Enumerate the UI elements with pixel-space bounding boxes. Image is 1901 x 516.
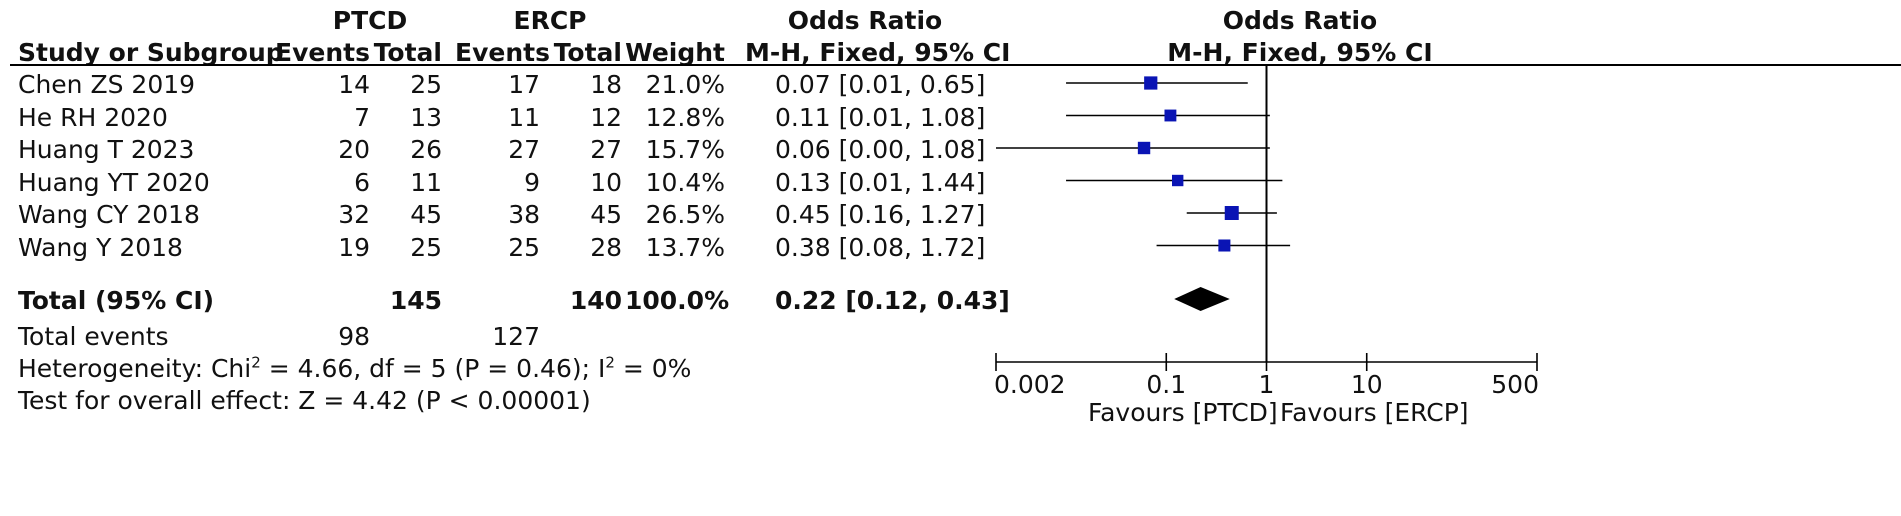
study-total1: 13 — [410, 102, 442, 132]
total2-value: 140 — [569, 286, 622, 315]
study-name: Huang YT 2020 — [18, 167, 210, 197]
header-rule — [10, 64, 1901, 66]
study-ci: 0.06 [0.00, 1.08] — [775, 135, 986, 164]
col-total1-header: Total — [373, 38, 442, 67]
favours-right-label: Favours [ERCP] — [1280, 398, 1469, 427]
study-name: Wang CY 2018 — [18, 200, 200, 229]
pooled-diamond — [1174, 287, 1230, 311]
study-weight: 10.4% — [645, 167, 725, 197]
plot-title: Odds Ratio — [1222, 6, 1378, 35]
col-total2-header: Total — [553, 38, 622, 67]
study-total2: 10 — [590, 167, 622, 197]
study-events2: 9 — [524, 167, 540, 197]
study-ci: 0.11 [0.01, 1.08] — [775, 102, 986, 132]
favours-left-label: Favours [PTCD] — [1088, 398, 1278, 427]
x-tick-label: 0.1 — [1146, 370, 1187, 399]
study-ci: 0.13 [0.01, 1.44] — [775, 167, 986, 197]
study-name: Wang Y 2018 — [18, 232, 183, 262]
group2-header: ERCP — [513, 6, 587, 35]
study-events2: 38 — [508, 200, 540, 229]
col-events2-header: Events — [455, 38, 550, 67]
study-events1: 14 — [338, 70, 370, 99]
study-events2: 11 — [508, 102, 540, 132]
study-weight: 26.5% — [645, 200, 725, 229]
study-marker — [1137, 141, 1151, 155]
x-tick-label: 1 — [1258, 370, 1275, 399]
study-total1: 25 — [410, 232, 442, 262]
total-label: Total (95% CI) — [18, 286, 215, 315]
study-marker — [1172, 174, 1184, 187]
study-total2: 27 — [590, 135, 622, 164]
study-total2: 28 — [590, 232, 622, 262]
study-weight: 12.8% — [645, 102, 725, 132]
study-events2: 17 — [508, 70, 540, 99]
study-weight: 13.7% — [645, 232, 725, 262]
study-name: Huang T 2023 — [18, 135, 195, 164]
study-marker — [1218, 239, 1231, 252]
study-events1: 20 — [338, 135, 370, 164]
col-weight-header: Weight — [625, 38, 725, 67]
study-ci: 0.38 [0.08, 1.72] — [775, 232, 986, 262]
study-name: Chen ZS 2019 — [18, 70, 196, 99]
study-marker — [1164, 109, 1177, 122]
heterogeneity-text: Heterogeneity: Chi2 = 4.66, df = 5 (P = … — [18, 353, 692, 383]
study-events1: 32 — [338, 200, 370, 229]
study-weight: 21.0% — [645, 70, 725, 99]
total-events2: 127 — [492, 322, 540, 351]
study-events1: 7 — [354, 102, 370, 132]
study-events1: 6 — [354, 167, 370, 197]
total1-value: 145 — [389, 286, 442, 315]
study-events1: 19 — [338, 232, 370, 262]
study-total1: 45 — [410, 200, 442, 229]
study-weight: 15.7% — [645, 135, 725, 164]
study-total1: 26 — [410, 135, 442, 164]
total-events1: 98 — [338, 322, 370, 351]
plot-subtitle: M-H, Fixed, 95% CI — [1167, 38, 1433, 67]
study-ci: 0.07 [0.01, 0.65] — [775, 70, 986, 99]
study-total1: 11 — [410, 167, 442, 197]
study-total2: 18 — [590, 70, 622, 99]
study-total1: 25 — [410, 70, 442, 99]
study-events2: 25 — [508, 232, 540, 262]
study-total2: 12 — [590, 102, 622, 132]
col-or-header: M-H, Fixed, 95% CI — [745, 38, 1011, 67]
group1-header: PTCD — [332, 6, 408, 35]
total-events-label: Total events — [18, 322, 169, 351]
study-name: He RH 2020 — [18, 102, 168, 132]
total-weight: 100.0% — [625, 286, 730, 315]
x-tick-label: 0.002 — [994, 370, 1066, 399]
study-events2: 27 — [508, 135, 540, 164]
study-ci: 0.45 [0.16, 1.27] — [775, 200, 986, 229]
col-study-header: Study or Subgroup — [18, 38, 284, 67]
study-marker — [1224, 206, 1239, 220]
study-total2: 45 — [590, 200, 622, 229]
study-marker — [1144, 76, 1158, 90]
overall-effect-text: Test for overall effect: Z = 4.42 (P < 0… — [18, 386, 591, 415]
x-tick-label: 500 — [1491, 370, 1539, 399]
or-title: Odds Ratio — [787, 6, 943, 35]
x-tick-label: 10 — [1350, 370, 1383, 399]
col-events1-header: Events — [275, 38, 370, 67]
total-ci: 0.22 [0.12, 0.43] — [775, 286, 1010, 315]
